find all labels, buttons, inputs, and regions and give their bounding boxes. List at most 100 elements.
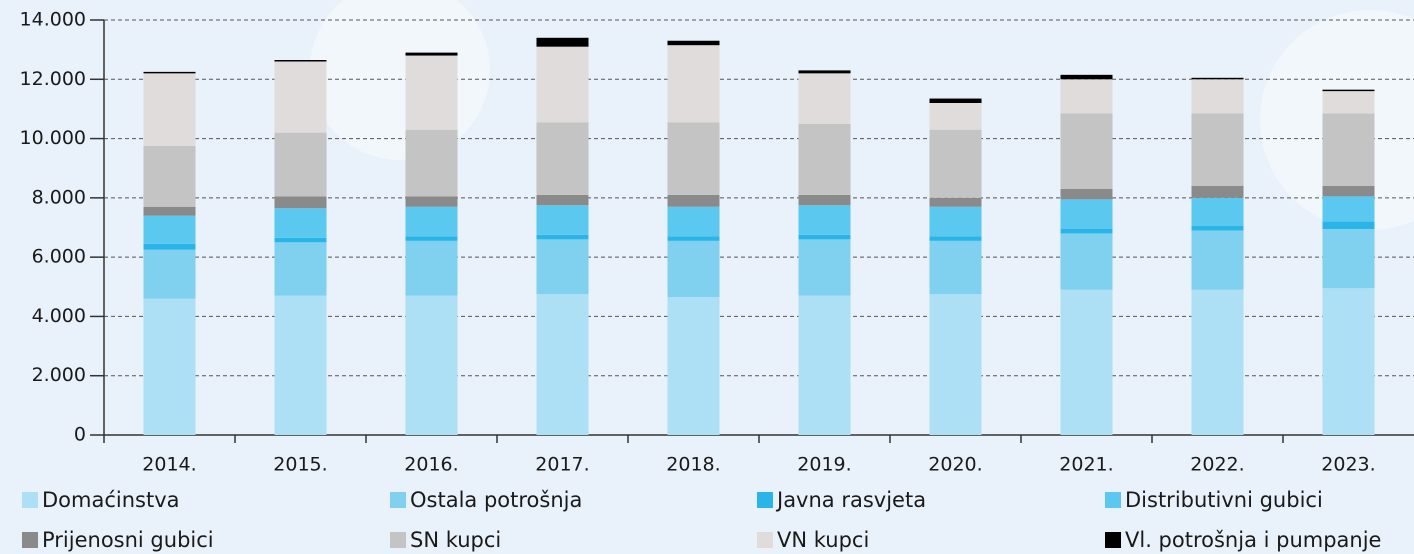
y-tick-label: 4.000 xyxy=(32,305,86,327)
bar-segment xyxy=(143,71,196,74)
bar-segment xyxy=(929,294,982,435)
bar-segment xyxy=(798,194,851,206)
bar-segment xyxy=(143,243,196,250)
bar-segment xyxy=(667,297,720,435)
bar-segment xyxy=(405,206,458,237)
y-tick-label: 12.000 xyxy=(20,68,86,90)
legend-label: Javna rasvjeta xyxy=(775,488,926,512)
legend-swatch xyxy=(1105,532,1121,548)
y-tick-label: 10.000 xyxy=(20,127,86,149)
bar-segment xyxy=(536,194,589,206)
bar-segment xyxy=(798,234,851,240)
x-tick-label: 2018. xyxy=(666,454,720,476)
y-tick-label: 6.000 xyxy=(32,246,86,268)
bar-segment xyxy=(1060,113,1113,189)
y-tick-label: 14.000 xyxy=(20,9,86,31)
bar-segment xyxy=(667,194,720,207)
bar-segment xyxy=(798,70,851,74)
bar-segment xyxy=(1060,233,1113,290)
bar-segment xyxy=(536,239,589,295)
bar-segment xyxy=(536,122,589,195)
bar-segment xyxy=(798,239,851,296)
legend-label: SN kupci xyxy=(410,528,501,552)
bar-segment xyxy=(1191,226,1244,231)
x-tick-label: 2015. xyxy=(273,454,327,476)
x-tick-label: 2016. xyxy=(404,454,458,476)
bar-segment xyxy=(1322,186,1375,197)
bar-segment xyxy=(405,52,458,56)
bar-segment xyxy=(536,294,589,435)
bar-segment xyxy=(536,37,589,47)
bar-segment xyxy=(667,236,720,241)
legend-label: VN kupci xyxy=(777,528,869,552)
bar-segment xyxy=(1191,113,1244,186)
legend-swatch xyxy=(22,532,38,548)
y-tick-label: 8.000 xyxy=(32,186,86,208)
x-tick-label: 2023. xyxy=(1321,454,1375,476)
bar-segment xyxy=(405,240,458,296)
bar-segment xyxy=(274,208,327,238)
bar-segment xyxy=(1191,186,1244,198)
bar-segment xyxy=(1322,113,1375,186)
bar-segment xyxy=(667,45,720,123)
bar-segment xyxy=(798,73,851,124)
bar-segment xyxy=(667,240,720,298)
legend-label: Prijenosni gubici xyxy=(42,528,214,552)
bar-segment xyxy=(929,206,982,237)
bar-segment xyxy=(1191,77,1244,80)
bar-segment xyxy=(929,129,982,198)
bar-segment xyxy=(405,236,458,241)
bar-segment xyxy=(798,123,851,195)
bar-segment xyxy=(1322,228,1375,289)
bar-segment xyxy=(274,61,327,133)
x-tick-label: 2014. xyxy=(142,454,196,476)
bar-segment xyxy=(1322,221,1375,229)
bar-segment xyxy=(143,249,196,299)
bar-segment xyxy=(667,122,720,195)
bar-segment xyxy=(1060,74,1113,80)
bar-segment xyxy=(143,145,196,207)
bar-segment xyxy=(536,46,589,123)
legend-swatch xyxy=(390,532,406,548)
bar-segment xyxy=(1191,230,1244,290)
bar-segment xyxy=(667,40,720,46)
y-tick-label: 2.000 xyxy=(32,364,86,386)
bar-segment xyxy=(1322,89,1375,92)
x-tick-label: 2019. xyxy=(797,454,851,476)
legend-swatch xyxy=(22,492,38,508)
bar-segment xyxy=(1322,288,1375,435)
bar-segment xyxy=(929,240,982,295)
bar-segment xyxy=(1191,197,1244,227)
bar-segment xyxy=(667,206,720,237)
legend-label: Vl. potrošnja i pumpanje xyxy=(1125,528,1381,552)
legend-label: Distributivni gubici xyxy=(1125,488,1323,512)
bar-segment xyxy=(929,103,982,130)
bar-segment xyxy=(536,205,589,235)
bar-segment xyxy=(274,196,327,209)
bar-segment xyxy=(1322,91,1375,114)
y-tick-label: 0 xyxy=(74,424,86,446)
bar-segment xyxy=(274,295,327,435)
bar-segment xyxy=(1191,289,1244,435)
bar-segment xyxy=(1060,188,1113,200)
bar-segment xyxy=(1060,289,1113,435)
legend-swatch xyxy=(1105,492,1121,508)
bar-segment xyxy=(143,206,196,216)
bar-segment xyxy=(274,242,327,296)
bar-segment xyxy=(929,236,982,241)
legend-swatch xyxy=(757,492,773,508)
bar-segment xyxy=(405,295,458,435)
bar-segment xyxy=(1060,228,1113,234)
bar-segment xyxy=(929,197,982,207)
bar-segment xyxy=(798,205,851,235)
decoration xyxy=(310,0,490,160)
bar-segment xyxy=(405,55,458,130)
x-tick-label: 2021. xyxy=(1059,454,1113,476)
bar-segment xyxy=(274,132,327,197)
bar-segment xyxy=(1322,196,1375,222)
bar-segment xyxy=(929,98,982,103)
legend-swatch xyxy=(757,532,773,548)
bar-segment xyxy=(1191,79,1244,114)
bar-segment xyxy=(798,295,851,435)
